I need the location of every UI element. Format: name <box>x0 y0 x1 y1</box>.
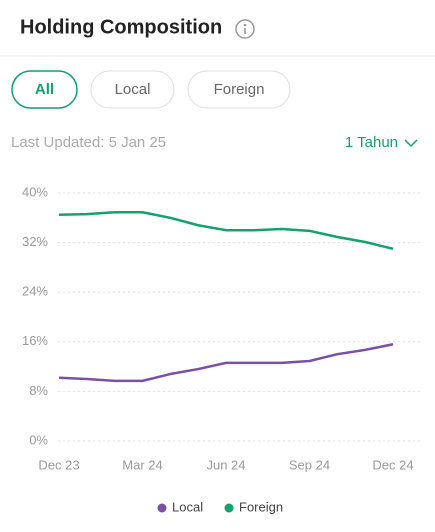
x-tick-label: Jun 24 <box>206 457 245 472</box>
x-tick-label: Sep 24 <box>289 457 330 472</box>
chevron[interactable] <box>404 139 418 148</box>
info-icon[interactable] <box>235 19 255 39</box>
last-updated: Last Updated: 5 Jan 25 <box>11 134 166 151</box>
tab-label[interactable]: Local <box>115 81 151 98</box>
y-tick-label: 8% <box>29 383 48 398</box>
title: Holding Composition <box>20 16 222 38</box>
x-tick-label: Dec 23 <box>38 457 79 472</box>
period-select[interactable]: 1 Tahun <box>345 134 398 151</box>
y-tick-label: 32% <box>22 234 48 249</box>
legend-swatch <box>157 503 167 513</box>
y-tick-label: 40% <box>22 184 48 199</box>
y-tick-label: 24% <box>22 284 48 299</box>
legend-label: Local <box>172 499 203 514</box>
legend-swatch <box>224 503 234 513</box>
tab[interactable] <box>11 70 78 109</box>
y-tick-label: 16% <box>22 333 48 348</box>
legend-label: Foreign <box>239 499 283 514</box>
tab-label[interactable]: All <box>35 81 54 98</box>
tab[interactable] <box>187 70 291 109</box>
x-tick-label: Mar 24 <box>122 457 162 472</box>
tab-label[interactable]: Foreign <box>214 81 265 98</box>
tab[interactable] <box>90 70 175 109</box>
line-series <box>58 343 394 383</box>
x-tick-label: Dec 24 <box>372 457 413 472</box>
line-series <box>58 210 394 251</box>
y-tick-label: 0% <box>29 432 48 447</box>
